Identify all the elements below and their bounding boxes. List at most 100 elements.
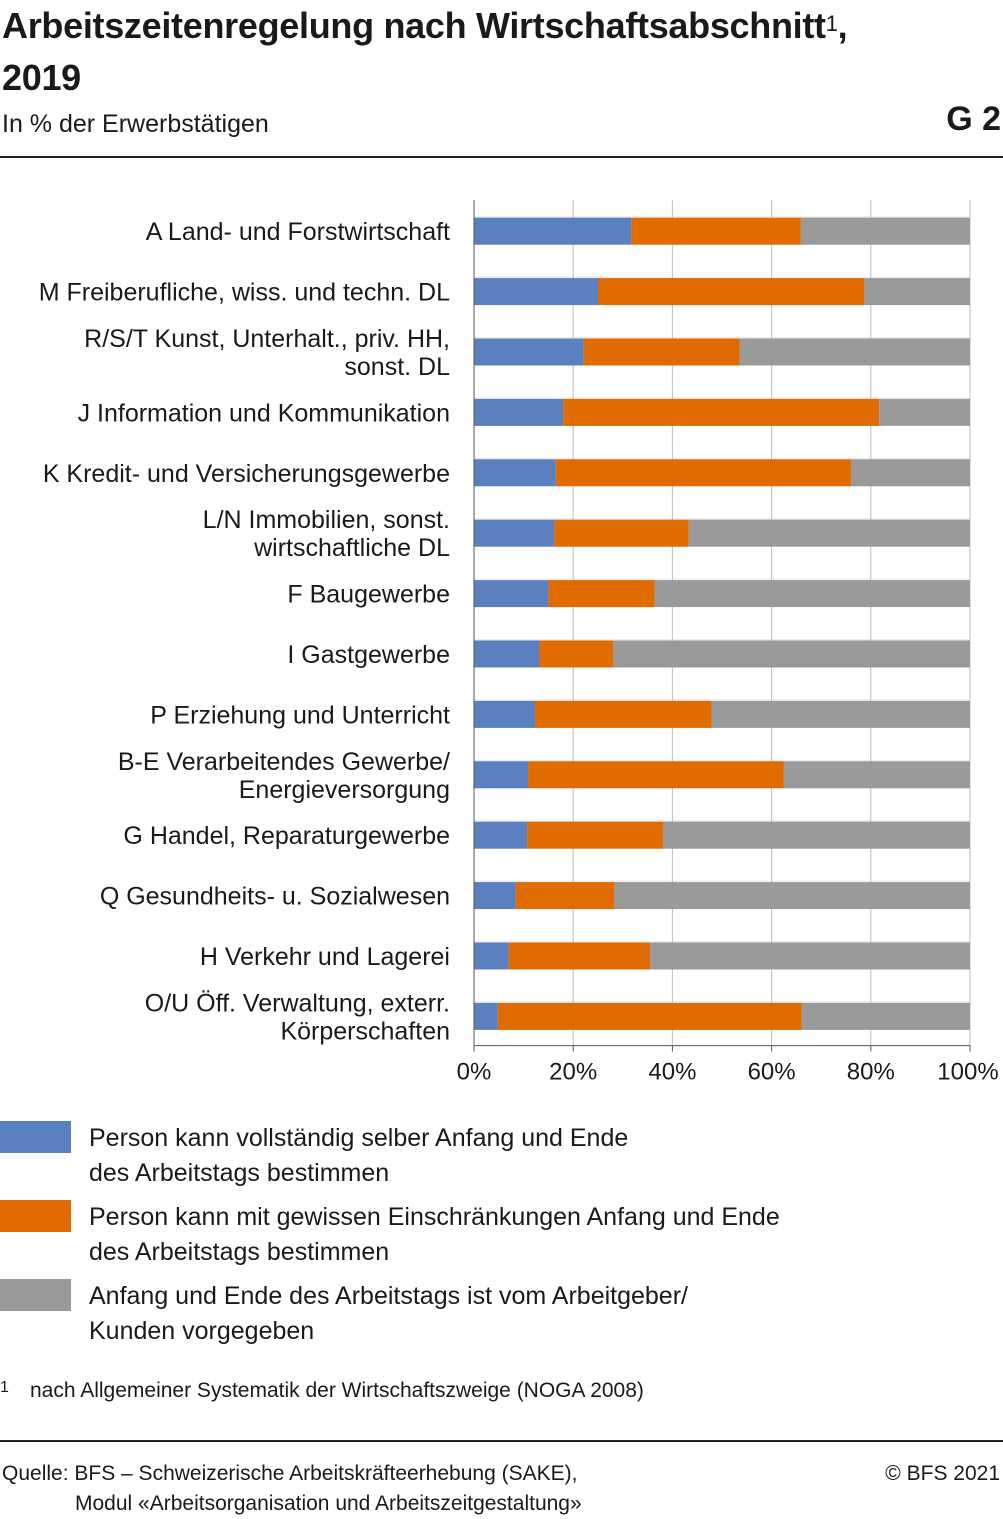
chart-title: Arbeitszeitenregelung nach Wirtschaftsab… [2,0,962,104]
category-label-line: Körperschaften [280,1017,450,1045]
bar-partial [598,278,865,306]
title-comma: , [837,5,848,46]
category-label-line: K Kredit- und Versicherungsgewerbe [43,460,450,488]
category-label-line: Energieversorgung [239,776,450,804]
legend-item-full: Person kann vollständig selber Anfang un… [0,1121,1000,1201]
bar-employer [650,942,970,970]
category-label-line: F Baugewerbe [287,581,450,609]
bar-employer [614,882,970,910]
bar-full [474,942,509,970]
category-label: P Erziehung und Unterricht [150,701,450,729]
source-line-2: Modul «Arbeitsorganisation und Arbeitsze… [75,1492,582,1515]
legend-label-partial: Person kann mit gewissen Einschränkungen… [89,1203,780,1266]
bar-partial [527,821,663,849]
bar-partial [554,519,689,547]
bar-employer [850,459,970,487]
bar-partial [535,700,712,728]
legend-swatch-partial [0,1200,71,1232]
category-label: K Kredit- und Versicherungsgewerbe [43,460,450,488]
bar-full [474,519,555,547]
category-label-line: A Land- und Forstwirtschaft [146,218,450,246]
footnote-text: nach Allgemeiner Systematik der Wirtscha… [30,1379,644,1402]
x-tick-label: 80% [847,1059,895,1086]
bar-full [474,217,632,245]
bar-full [474,640,540,668]
bar-employer [801,1002,970,1030]
category-label: Q Gesundheits- u. Sozialwesen [100,883,450,911]
category-label: I Gastgewerbe [287,641,450,669]
bar-full [474,459,556,487]
x-tick-label: 40% [648,1059,696,1086]
legend-label-full: Person kann vollständig selber Anfang un… [89,1124,629,1187]
source-line-1: Quelle: BFS – Schweizerische Arbeitskräf… [2,1462,578,1485]
chart-subtitle: In % der Erwerbstätigen [2,110,269,138]
bar-full [474,761,529,789]
title-footnote-ref: 1 [825,11,838,36]
category-label: F Baugewerbe [287,581,450,609]
bar-employer [739,338,970,366]
category-label-line: B-E Verarbeitendes Gewerbe/ [118,748,450,776]
category-label: H Verkehr und Lagerei [200,943,450,971]
legend-label-employer: Anfang und Ende des Arbeitstags ist vom … [89,1282,688,1345]
bar-employer [879,398,970,426]
category-label-line: wirtschaftliche DL [253,534,450,562]
category-label: B-E Verarbeitendes Gewerbe/Energieversor… [118,748,450,804]
bar-partial [539,640,614,668]
bar-partial [583,338,740,366]
bar-full [474,700,536,728]
bar-full [474,580,549,608]
category-label-line: O/U Öff. Verwaltung, exterr. [145,989,450,1017]
bar-employer [864,278,970,306]
x-tick-label: 60% [748,1059,796,1086]
bar-partial [555,459,851,487]
bar-partial [548,580,655,608]
bar-partial [515,882,615,910]
category-label-line: Q Gesundheits- u. Sozialwesen [100,883,450,911]
category-label: G Handel, Reparaturgewerbe [123,822,450,850]
category-label: R/S/T Kunst, Unterhalt., priv. HH, sonst.… [84,325,450,381]
category-label: A Land- und Forstwirtschaft [146,218,450,246]
bar-employer [688,519,970,547]
x-tick-label: 100% [937,1059,998,1086]
bar-employer [662,821,970,849]
category-label: M Freiberufliche, wiss. und techn. DL [39,279,450,307]
title-main: Arbeitszeitenregelung nach Wirtschaftsab… [2,5,826,46]
chart-code: G 2 [946,100,1001,138]
category-label-line: H Verkehr und Lagerei [200,943,450,971]
bar-employer [783,761,970,789]
legend-swatch-full [0,1121,71,1153]
category-label: L/N Immobilien, sonst. wirtschaftliche DL [203,506,450,562]
bar-partial [528,761,784,789]
title-year: 2019 [2,57,81,98]
category-label-line: I Gastgewerbe [287,641,450,669]
bar-chart: 0% 20% 40% 60% 80% 100% A Land- und Forstwirts… [39,200,999,1086]
category-label: O/U Öff. Verwaltung, exterr. Körperschaft… [145,989,450,1045]
bar-partial [497,1002,802,1030]
legend-swatch-employer [0,1279,71,1311]
category-label-line: M Freiberufliche, wiss. und techn. DL [39,279,450,307]
category-label-line: L/N Immobilien, sonst. [203,506,450,534]
bar-full [474,1002,498,1030]
x-tick-label: 20% [549,1059,597,1086]
bar-partial [631,217,801,245]
bar-full [474,338,584,366]
legend-item-employer: Anfang und Ende des Arbeitstags ist vom … [0,1279,1000,1359]
bar-employer [711,700,970,728]
bar-full [474,882,516,910]
bar-full [474,278,598,306]
bar-partial [563,398,880,426]
category-label-line: R/S/T Kunst, Unterhalt., priv. HH, [84,325,450,353]
category-label-line: sonst. DL [344,353,450,381]
bar-partial [508,942,651,970]
footnote-number: 1 [0,1379,9,1396]
bar-full [474,821,528,849]
bar-employer [613,640,970,668]
category-label-line: P Erziehung und Unterricht [150,701,450,729]
copyright: © BFS 2021 [885,1462,1000,1485]
category-label-line: G Handel, Reparaturgewerbe [123,822,450,850]
bar-full [474,398,564,426]
x-tick-label: 0% [457,1059,492,1086]
category-label-line: J Information und Kommunikation [78,399,450,427]
header-rule [0,156,1003,158]
plot-area [474,200,970,1046]
